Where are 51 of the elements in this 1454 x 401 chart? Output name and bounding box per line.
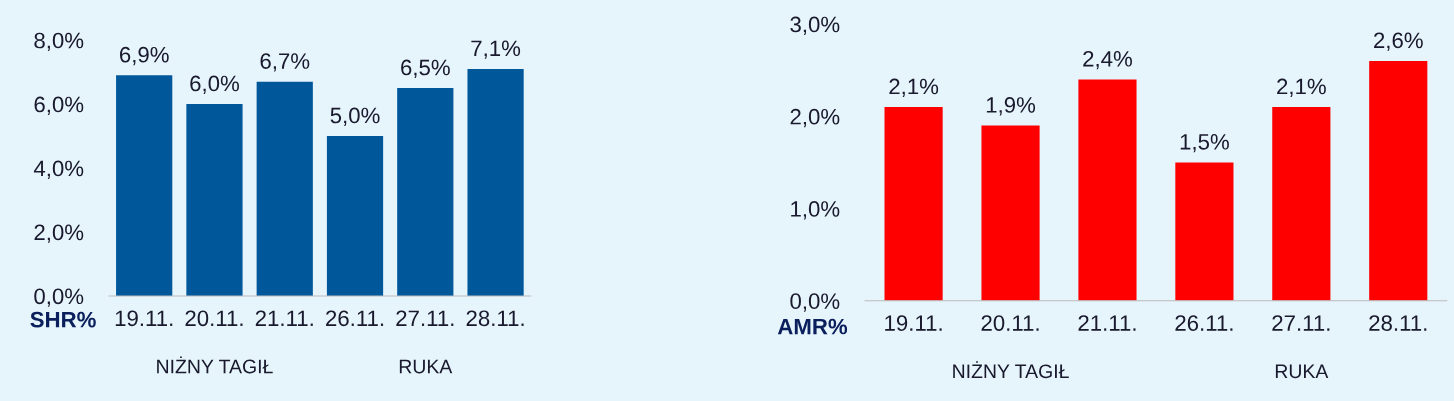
data-label: 1,9% <box>986 97 1036 116</box>
bar <box>981 125 1040 301</box>
data-label: 2,1% <box>1277 78 1326 97</box>
x-tick-label: 26.11. <box>326 310 384 327</box>
x-tick-label: 19.11. <box>885 315 942 331</box>
data-label: 6,0% <box>190 75 239 94</box>
x-axis-title: AMR% <box>777 318 848 335</box>
y-tick-label: 4,0% <box>33 160 84 179</box>
bar <box>1369 60 1428 301</box>
x-tick-label: 28.11. <box>1369 315 1427 331</box>
x-tick-label: 20.11. <box>185 310 243 327</box>
text: NIŻNY TAGIŁ <box>157 356 273 374</box>
x-tick-label: 27.11. <box>396 310 454 326</box>
y-tick-label: 0,0% <box>790 293 840 312</box>
bar <box>467 68 524 296</box>
x-axis-title: SHR% <box>30 311 96 328</box>
data-label: 6,7% <box>260 53 310 72</box>
text: RUKA <box>399 359 453 374</box>
data-label: 6,5% <box>401 59 450 78</box>
bar <box>884 107 943 301</box>
x-tick-label: 20.11. <box>981 315 1039 331</box>
data-label: 2,1% <box>889 78 939 97</box>
data-label: 2,6% <box>1374 32 1423 51</box>
x-tick-label: 28.11. <box>466 310 524 327</box>
bar <box>116 75 173 296</box>
text: NIŻNY TAGIŁ <box>953 361 1069 379</box>
x-tick-label: 21.11. <box>1078 315 1136 331</box>
data-label: 5,0% <box>330 107 380 126</box>
bar <box>1272 107 1331 301</box>
x-tick-label: 27.11. <box>1272 315 1330 331</box>
y-tick-label: 6,0% <box>34 96 84 115</box>
bar <box>397 88 454 296</box>
text: RUKA <box>1275 364 1329 379</box>
y-tick-label: 0,0% <box>34 288 84 307</box>
data-label: 2,4% <box>1083 50 1132 70</box>
y-tick-label: 3,0% <box>790 16 840 35</box>
data-label: 7,1% <box>471 40 521 59</box>
x-tick-label: 19.11. <box>115 310 173 327</box>
y-tick-label: 2,0% <box>790 108 840 128</box>
bar <box>326 136 384 296</box>
bar <box>186 104 243 296</box>
y-tick-label: 8,0% <box>34 32 84 51</box>
data-label: 1,5% <box>1180 134 1229 153</box>
data-label: 6,9% <box>119 46 169 66</box>
y-tick-label: 2,0% <box>34 224 84 243</box>
x-tick-label: 26.11. <box>1175 315 1233 331</box>
y-tick-label: 1,0% <box>791 201 840 220</box>
bar <box>256 81 313 296</box>
x-tick-label: 21.11. <box>255 310 313 326</box>
bar <box>1078 79 1137 301</box>
bar <box>1175 162 1234 301</box>
